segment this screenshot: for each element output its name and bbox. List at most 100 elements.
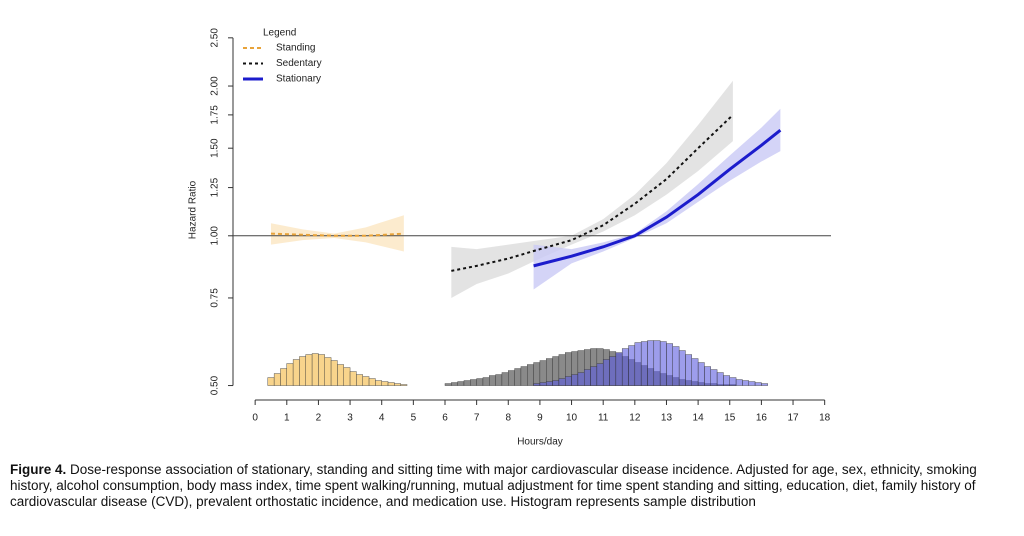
histogram-bar bbox=[723, 375, 730, 386]
x-tick-label: 10 bbox=[566, 413, 578, 424]
histogram-bar bbox=[742, 380, 749, 386]
histogram-bar bbox=[539, 382, 547, 386]
histogram-bar bbox=[280, 368, 287, 386]
x-tick-label: 1 bbox=[284, 413, 290, 424]
histogram-bar bbox=[754, 382, 762, 386]
x-tick-label: 7 bbox=[474, 413, 480, 424]
histogram-bar bbox=[444, 383, 452, 386]
histogram-bar bbox=[691, 358, 699, 386]
histogram-bar bbox=[305, 354, 313, 386]
x-tick-label: 0 bbox=[252, 413, 258, 424]
x-tick-label: 8 bbox=[505, 413, 511, 424]
histogram-bar bbox=[710, 369, 718, 386]
series-line bbox=[451, 114, 734, 272]
y-tick-label: 0.50 bbox=[210, 375, 221, 395]
x-tick-label: 11 bbox=[598, 413, 609, 424]
histogram-bar bbox=[735, 379, 743, 386]
histogram-bar bbox=[451, 382, 458, 386]
x-tick-label: 5 bbox=[411, 413, 417, 424]
x-tick-label: 4 bbox=[379, 413, 385, 424]
confidence-band bbox=[451, 80, 733, 298]
histogram-bar bbox=[368, 378, 376, 386]
histogram-bar bbox=[267, 377, 275, 386]
x-tick-label: 14 bbox=[693, 413, 705, 424]
histogram-bar bbox=[508, 370, 515, 386]
y-tick-label: 0.75 bbox=[210, 288, 221, 308]
histogram-bar bbox=[533, 383, 541, 386]
x-tick-label: 17 bbox=[787, 413, 799, 424]
histogram-bar bbox=[292, 359, 300, 386]
confidence-band bbox=[270, 215, 404, 252]
y-tick-label: 1.50 bbox=[210, 138, 221, 158]
y-axis-label: Hazard Ratio bbox=[188, 180, 199, 239]
y-tick-label: 1.00 bbox=[210, 226, 221, 246]
histogram-bar bbox=[552, 380, 560, 386]
histogram-bar bbox=[628, 345, 636, 386]
x-tick-label: 16 bbox=[756, 413, 768, 424]
caption-label: Figure 4. bbox=[10, 462, 67, 477]
histogram-bar bbox=[520, 366, 528, 386]
histogram-bar bbox=[273, 373, 281, 386]
x-axis-label: Hours/day bbox=[517, 437, 563, 448]
legend-title: Legend bbox=[263, 28, 296, 39]
histogram-bar bbox=[533, 362, 541, 386]
histogram-bar bbox=[514, 368, 522, 386]
histogram-bar bbox=[653, 340, 661, 386]
y-tick-label: 2.50 bbox=[210, 28, 221, 48]
histogram-bar bbox=[571, 374, 579, 386]
histogram-bar bbox=[748, 381, 756, 386]
series-line bbox=[270, 232, 404, 237]
histogram-bar bbox=[602, 359, 610, 386]
x-tick-label: 2 bbox=[316, 413, 322, 424]
histogram-bar bbox=[356, 374, 363, 386]
histogram-bar bbox=[470, 379, 477, 386]
histogram-bar bbox=[685, 354, 692, 386]
x-tick-label: 9 bbox=[537, 413, 543, 424]
histogram-bar bbox=[565, 376, 572, 386]
histogram-bar bbox=[299, 356, 306, 386]
histogram-bar bbox=[286, 363, 294, 386]
histogram-bar bbox=[558, 378, 566, 386]
histogram-bar bbox=[501, 372, 509, 386]
histogram-bar bbox=[634, 342, 642, 386]
histogram-bar bbox=[337, 364, 344, 386]
histogram-bar bbox=[647, 340, 655, 386]
histogram-bar bbox=[546, 381, 553, 386]
histogram-bar bbox=[716, 372, 724, 386]
histogram-bar bbox=[482, 377, 490, 386]
histogram-bar bbox=[577, 372, 585, 386]
histogram-bar bbox=[527, 364, 534, 386]
histogram-bar bbox=[463, 380, 471, 386]
x-tick-label: 15 bbox=[724, 413, 736, 424]
histogram-bar bbox=[457, 381, 465, 386]
histogram-bar bbox=[495, 374, 503, 386]
histogram-bar bbox=[678, 350, 686, 386]
y-tick-label: 2.00 bbox=[210, 76, 221, 96]
histogram-bar bbox=[489, 375, 496, 386]
caption: Figure 4. Dose-response association of s… bbox=[10, 462, 1015, 510]
histogram-bar bbox=[362, 376, 370, 386]
histogram-bar bbox=[476, 378, 484, 386]
x-tick-label: 13 bbox=[661, 413, 673, 424]
x-tick-label: 6 bbox=[442, 413, 448, 424]
legend-label: Stationary bbox=[276, 74, 321, 85]
chart: Hours/day Hazard Ratio 0.50 0.75 1.00 1.25 1… bbox=[188, 28, 831, 448]
histogram-bar bbox=[311, 353, 319, 386]
histogram-bar bbox=[375, 380, 382, 386]
y-tick-label: 1.25 bbox=[210, 177, 221, 197]
histogram-bar bbox=[609, 356, 617, 386]
histogram-bar bbox=[761, 383, 768, 386]
histogram-bar bbox=[381, 381, 389, 386]
histogram-bar bbox=[539, 360, 547, 386]
histogram-bar bbox=[590, 366, 598, 386]
histogram-bar bbox=[330, 360, 338, 386]
x-tick-label: 12 bbox=[629, 413, 641, 424]
histogram-bar bbox=[324, 357, 332, 386]
legend-label: Sedentary bbox=[276, 58, 322, 69]
histogram-bar bbox=[318, 354, 325, 386]
legend-label: Standing bbox=[276, 43, 315, 54]
histogram-bar bbox=[584, 369, 591, 386]
histogram-bar bbox=[672, 346, 680, 386]
histogram-bar bbox=[596, 363, 604, 386]
